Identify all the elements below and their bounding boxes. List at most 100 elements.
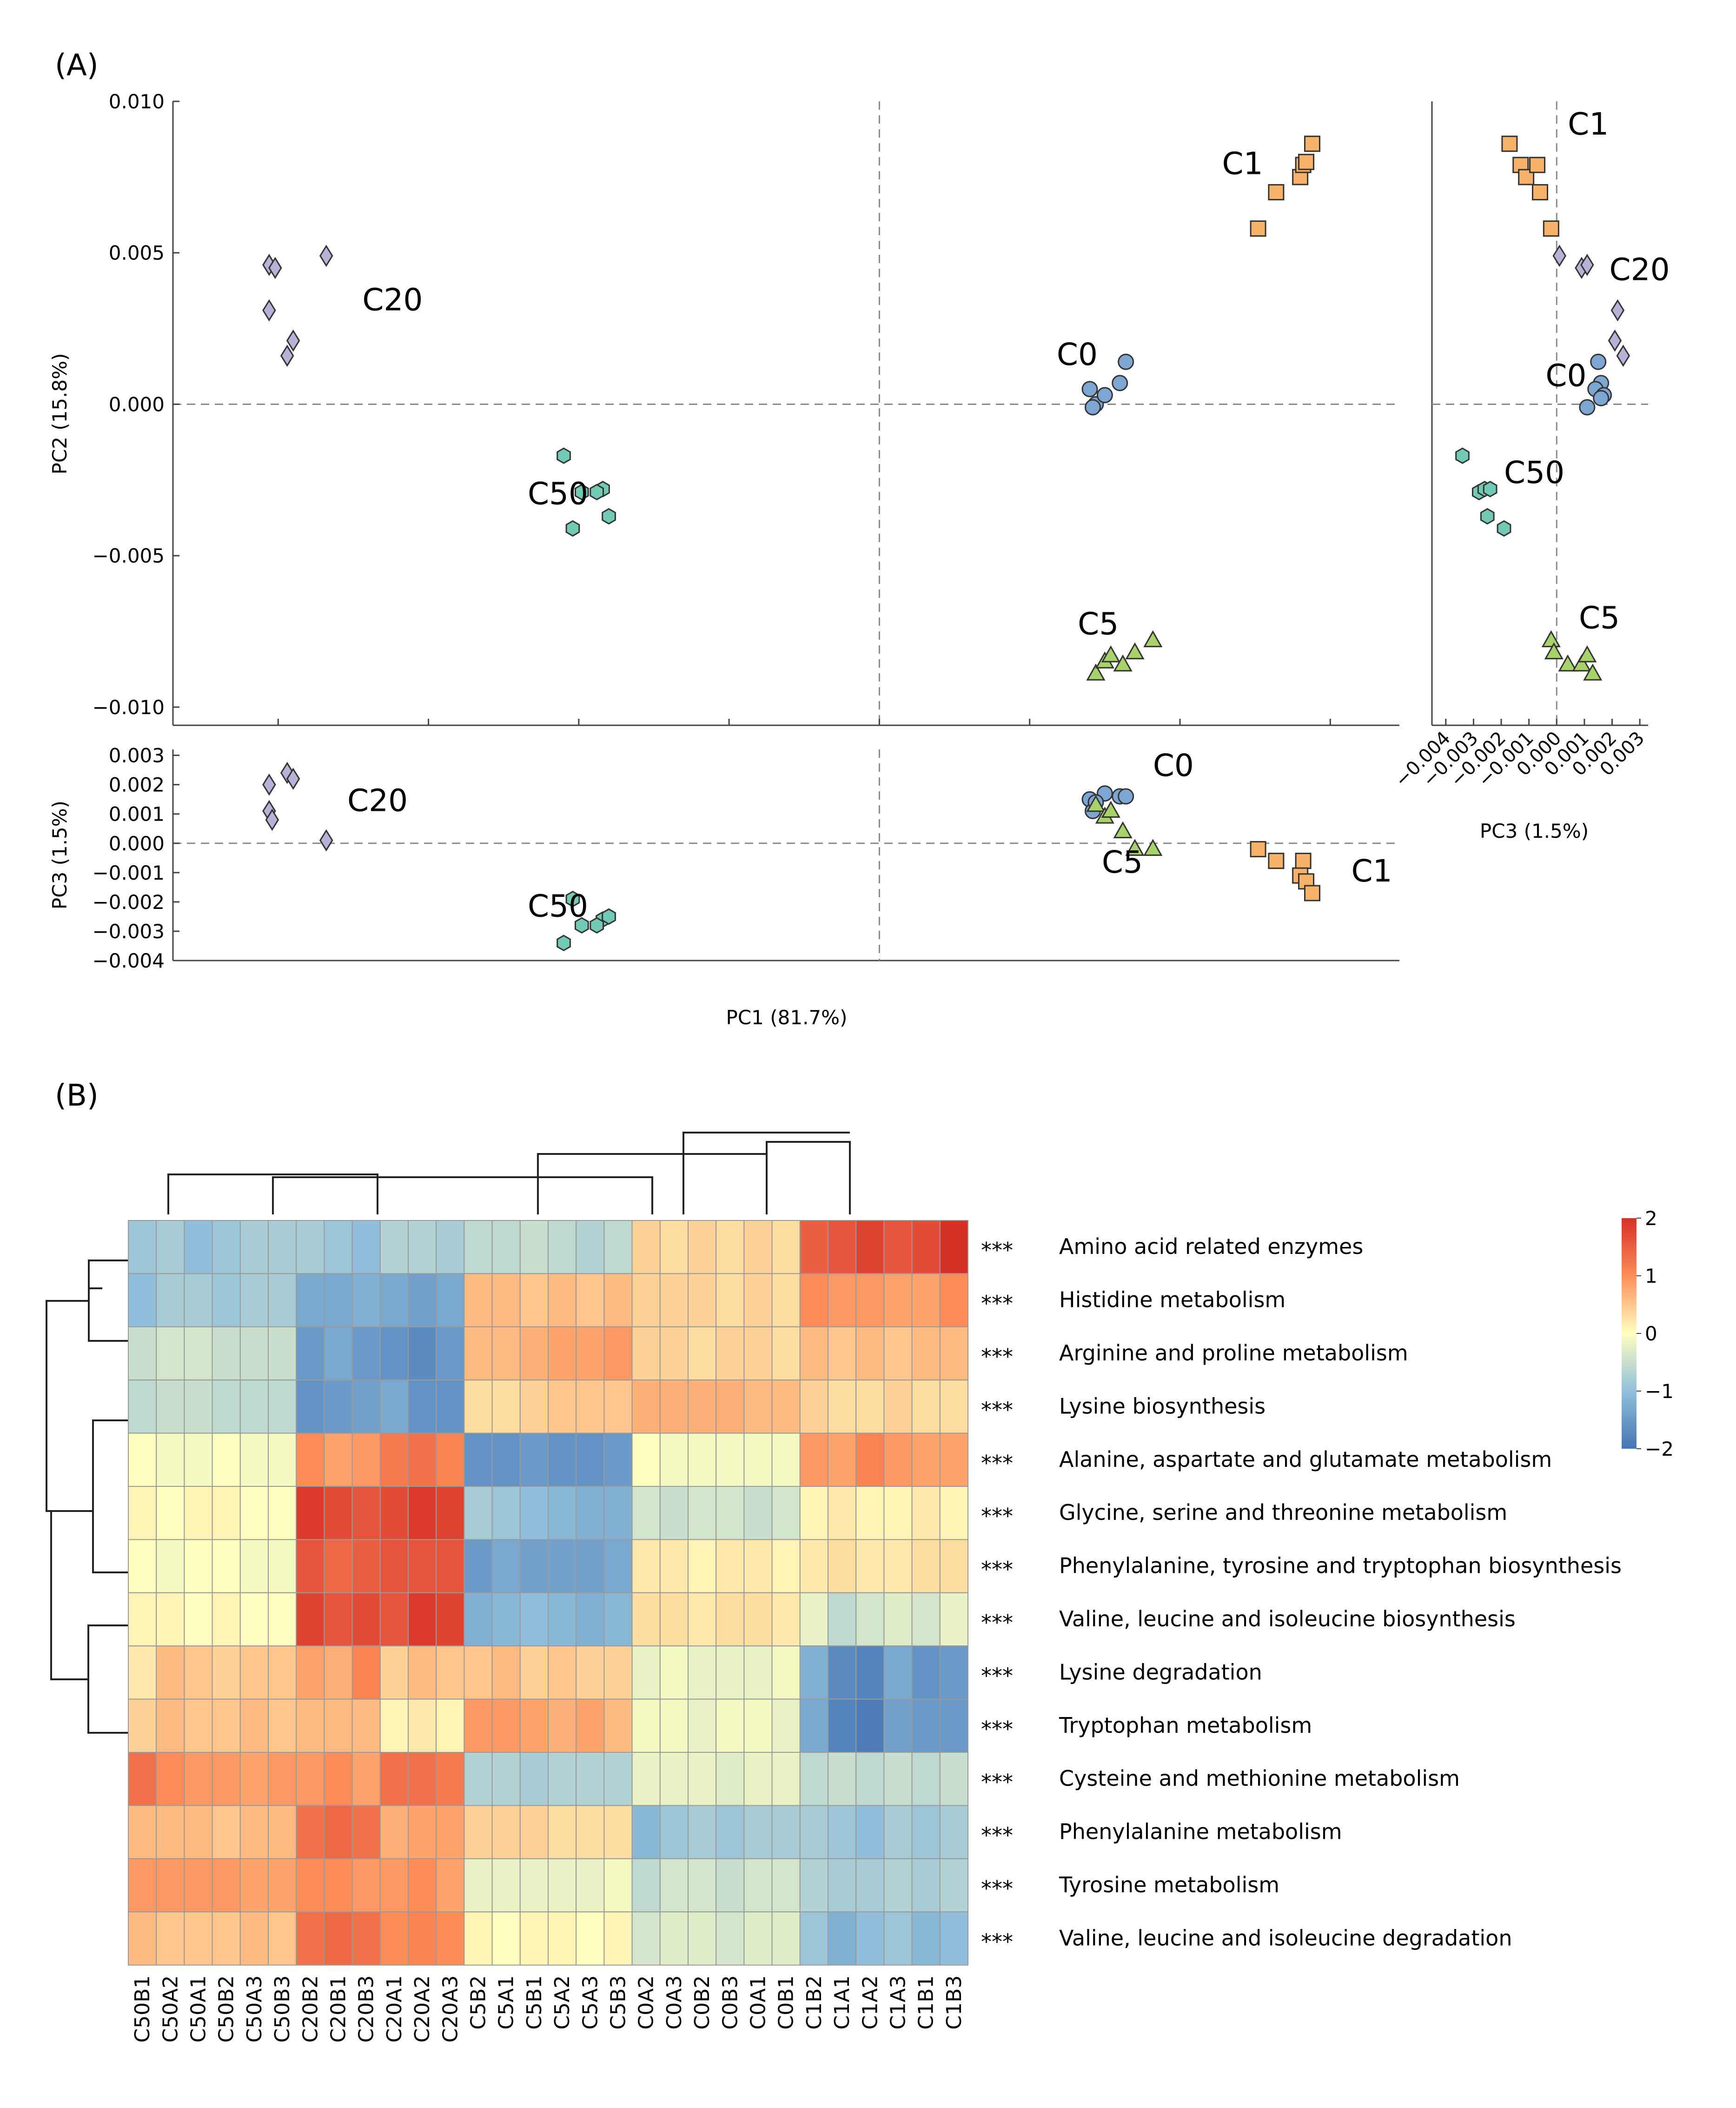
- data-point-c5: [1086, 795, 1106, 812]
- heatmap-cell: [828, 1220, 857, 1274]
- panel-b-label: (B): [55, 1079, 99, 1113]
- heatmap-cell: [296, 1805, 325, 1859]
- heatmap-cell: [379, 1805, 409, 1859]
- heatmap-cell: [379, 1539, 409, 1593]
- heatmap-cell: [548, 1486, 577, 1540]
- heatmap-cell: [184, 1273, 213, 1327]
- heatmap-cell: [576, 1539, 605, 1593]
- heatmap-cell: [771, 1326, 801, 1381]
- data-point-c1: [1250, 220, 1266, 237]
- heatmap-cell: [939, 1645, 969, 1700]
- x-axis-label: PC1 (81.7%): [726, 1006, 848, 1029]
- heatmap-cell: [911, 1486, 941, 1540]
- heatmap-cell: [408, 1911, 437, 1966]
- heatmap-cell: [184, 1752, 213, 1806]
- heatmap-cell: [212, 1432, 241, 1487]
- significance-marker: ***: [981, 1451, 1013, 1476]
- heatmap-cell: [716, 1698, 745, 1753]
- heatmap-cell: [184, 1645, 213, 1700]
- significance-marker: ***: [981, 1876, 1013, 1901]
- column-label: C5A3: [578, 1975, 602, 2030]
- heatmap-cell: [631, 1911, 661, 1966]
- heatmap-cell: [771, 1273, 801, 1327]
- heatmap-cell: [883, 1486, 913, 1540]
- heatmap-cell: [464, 1592, 493, 1647]
- heatmap-cell: [296, 1645, 325, 1700]
- data-point-c20: [319, 829, 333, 852]
- heatmap-cell: [716, 1486, 745, 1540]
- data-point-c5: [1577, 645, 1597, 663]
- heatmap-cell: [324, 1645, 353, 1700]
- heatmap-cell: [659, 1273, 689, 1327]
- row-dendrogram: [46, 1259, 128, 1734]
- heatmap-cell: [855, 1379, 885, 1434]
- heatmap-cell: [576, 1220, 605, 1274]
- heatmap-cell: [743, 1273, 773, 1327]
- y-tick-label: 0.005: [109, 242, 165, 265]
- heatmap-cell: [351, 1645, 381, 1700]
- data-point-c0: [1085, 399, 1101, 416]
- heatmap-cell: [743, 1858, 773, 1913]
- heatmap-cell: [436, 1698, 465, 1753]
- heatmap-cell: [212, 1539, 241, 1593]
- data-point-c50: [1480, 508, 1495, 525]
- heatmap-cell: [603, 1752, 633, 1806]
- heatmap-cell: [883, 1752, 913, 1806]
- row-label: Valine, leucine and isoleucine biosynthe…: [1059, 1606, 1516, 1631]
- heatmap-cell: [464, 1273, 493, 1327]
- data-point-c0: [1593, 390, 1610, 406]
- heatmap-cell: [743, 1911, 773, 1966]
- significance-marker: ***: [981, 1344, 1013, 1369]
- heatmap-cell: [351, 1539, 381, 1593]
- heatmap-cell: [379, 1592, 409, 1647]
- heatmap-cell: [212, 1805, 241, 1859]
- heatmap-cell: [239, 1698, 269, 1753]
- data-point-c5: [1113, 821, 1133, 839]
- heatmap-cell: [939, 1539, 969, 1593]
- heatmap-cell: [408, 1592, 437, 1647]
- heatmap-cell: [883, 1379, 913, 1434]
- data-point-c5: [1113, 654, 1133, 672]
- heatmap-cell: [883, 1645, 913, 1700]
- heatmap-cell: [519, 1698, 549, 1753]
- heatmap-cell: [688, 1273, 717, 1327]
- data-point-c1: [1298, 153, 1315, 170]
- heatmap-cell: [631, 1698, 661, 1753]
- heatmap-cell: [184, 1539, 213, 1593]
- group-label: C5: [1078, 606, 1119, 642]
- heatmap-cell: [324, 1858, 353, 1913]
- heatmap-cell: [212, 1379, 241, 1434]
- heatmap-cell: [631, 1645, 661, 1700]
- heatmap-cell: [212, 1911, 241, 1966]
- heatmap-cell: [939, 1432, 969, 1487]
- heatmap-cell: [799, 1592, 829, 1647]
- heatmap-cell: [911, 1645, 941, 1700]
- heatmap-cell: [688, 1539, 717, 1593]
- heatmap-cell: [548, 1326, 577, 1381]
- heatmap-cell: [688, 1911, 717, 1966]
- heatmap-cell: [828, 1273, 857, 1327]
- heatmap-cell: [519, 1379, 549, 1434]
- heatmap-cell: [464, 1698, 493, 1753]
- heatmap-cell: [771, 1752, 801, 1806]
- heatmap-cell: [296, 1698, 325, 1753]
- heatmap-cell: [716, 1432, 745, 1487]
- group-label: C1: [1568, 106, 1609, 142]
- heatmap-cell: [603, 1326, 633, 1381]
- heatmap-cell: [128, 1645, 157, 1700]
- heatmap-cell: [184, 1379, 213, 1434]
- heatmap-cell: [911, 1805, 941, 1859]
- row-label: Tyrosine metabolism: [1059, 1872, 1279, 1897]
- heatmap-cell: [743, 1752, 773, 1806]
- data-point-c5: [1541, 630, 1561, 648]
- pca-side-plot: −0.004−0.003−0.002−0.0010.0000.0010.0020…: [1391, 101, 1670, 842]
- heatmap-cell: [603, 1220, 633, 1274]
- data-point-c5: [1583, 663, 1603, 681]
- group-label: C20: [347, 782, 408, 818]
- heatmap-cell: [603, 1379, 633, 1434]
- heatmap-cell: [771, 1432, 801, 1487]
- heatmap-cell: [184, 1858, 213, 1913]
- heatmap-cell: [828, 1805, 857, 1859]
- heatmap-cell: [268, 1539, 297, 1593]
- color-scale-bar: 2 1 0 −1 −2: [1622, 1207, 1674, 1460]
